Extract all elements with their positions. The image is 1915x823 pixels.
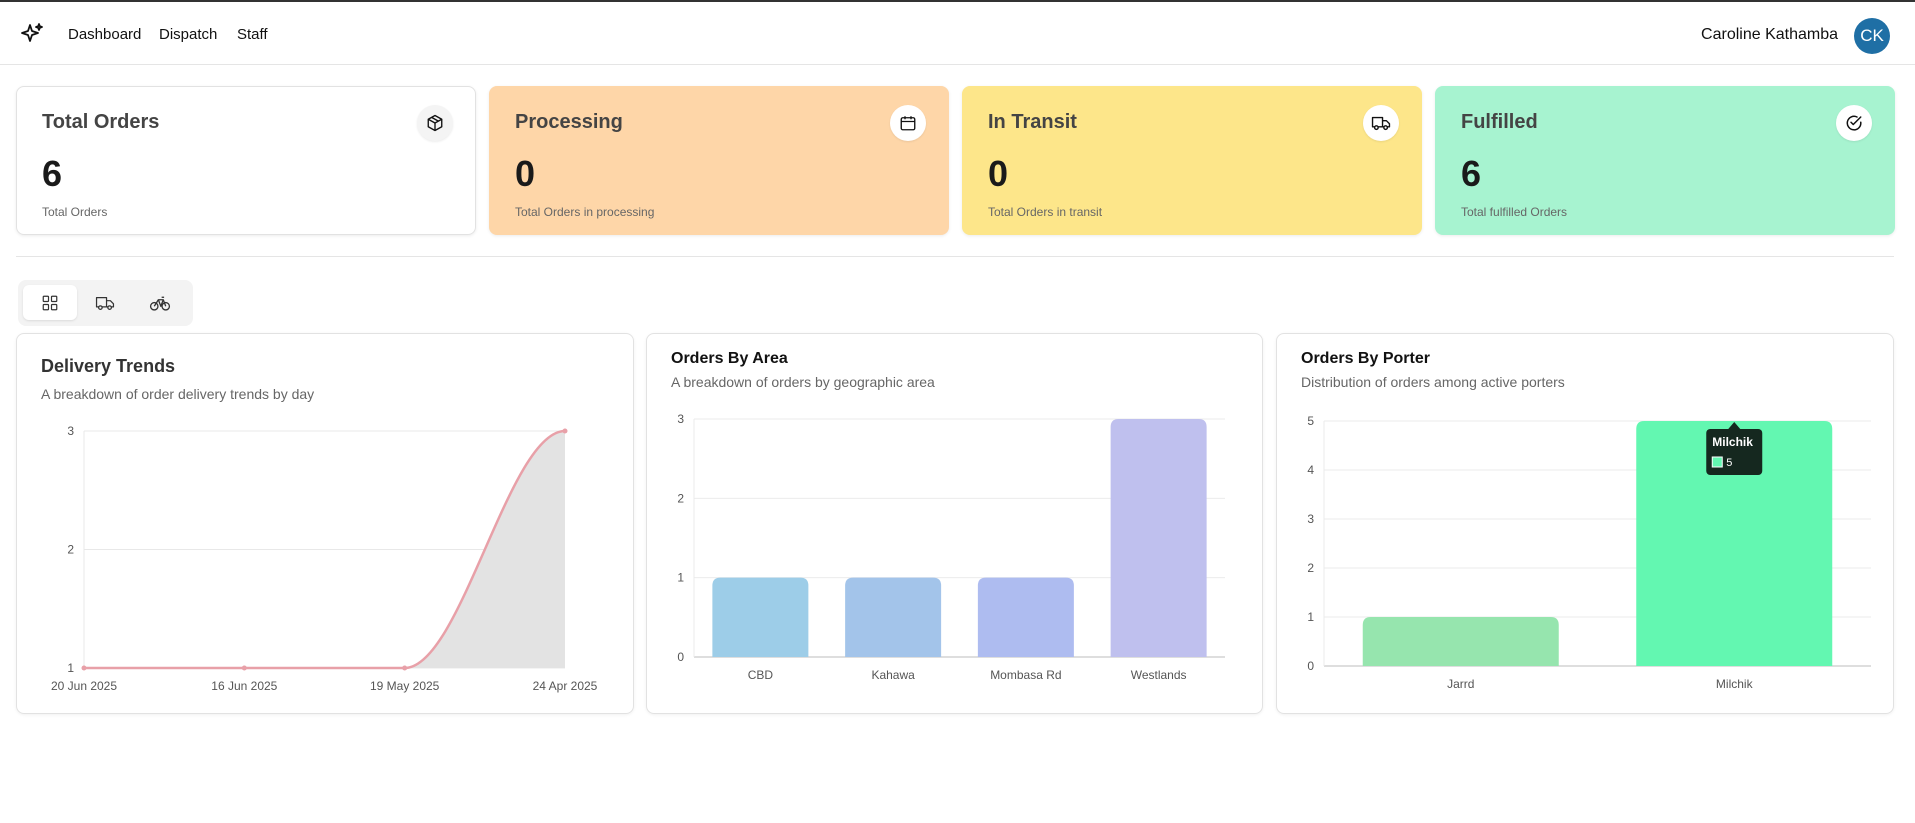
y-tick-label: 1 (677, 571, 684, 585)
x-tick-label: CBD (748, 668, 774, 682)
card-title: Total Orders (42, 111, 160, 133)
card-total-orders: Total Orders 6 Total Orders (16, 86, 476, 235)
card-subtitle: Total Orders (42, 205, 108, 219)
card-subtitle: Total Orders in processing (515, 205, 655, 219)
tooltip-arrow (1728, 422, 1741, 429)
y-tick-label: 3 (1307, 512, 1314, 526)
navbar: Dashboard Dispatch Staff Caroline Katham… (0, 2, 1915, 65)
delivery-trends-chart: 1 2 3 20 Jun 2025 16 Jun 2025 19 May 2025 24 A… (51, 424, 598, 693)
x-tick-label: Milchik (1716, 677, 1754, 691)
card-subtitle: Total Orders in transit (988, 205, 1103, 219)
y-tick-label: 5 (1307, 414, 1314, 428)
y-tick-label: 3 (677, 412, 684, 426)
tooltip-value: 5 (1726, 457, 1732, 469)
bar (712, 577, 809, 657)
orders-by-porter-panel: Orders By Porter Distribution of orders … (1276, 333, 1894, 714)
view-tabs (18, 280, 193, 326)
y-tick-label: 1 (67, 661, 74, 675)
top-border (0, 0, 1915, 2)
card-title: Fulfilled (1461, 111, 1538, 133)
card-value: 6 (42, 153, 63, 194)
data-point (562, 428, 568, 434)
tooltip-swatch (1711, 456, 1723, 468)
y-tick-label: 2 (1307, 561, 1314, 575)
truck-icon (1363, 105, 1399, 141)
area-fill (84, 431, 565, 668)
sparkle-icon[interactable] (20, 22, 44, 46)
card-value: 0 (988, 153, 1009, 194)
x-tick-label: 24 Apr 2025 (533, 679, 598, 693)
tab-overview[interactable] (23, 285, 77, 320)
y-tick-label: 3 (67, 424, 74, 438)
grid-icon (42, 295, 58, 310)
tooltip-label: Milchik (1712, 435, 1753, 449)
card-title: Processing (515, 111, 623, 133)
y-tick-label: 1 (1307, 610, 1314, 624)
section-divider (16, 256, 1894, 257)
panel-subtitle: Distribution of orders among active port… (1301, 374, 1565, 390)
y-tick-label: 2 (67, 543, 74, 557)
delivery-trends-panel: Delivery Trends A breakdown of order del… (16, 333, 634, 714)
user-name[interactable]: Caroline Kathamba (1701, 26, 1838, 43)
card-fulfilled: Fulfilled 6 Total fulfilled Orders (1435, 86, 1895, 235)
orders-by-area-panel: Orders By Area A breakdown of orders by … (646, 333, 1263, 714)
x-tick-label: Kahawa (871, 668, 915, 682)
data-point (241, 665, 247, 671)
bar (1362, 617, 1559, 666)
avatar[interactable]: CK (1854, 18, 1890, 54)
x-tick-label: 19 May 2025 (370, 679, 440, 693)
bicycle-icon (149, 296, 171, 311)
truck-icon (95, 296, 115, 310)
card-title: In Transit (988, 111, 1077, 133)
y-tick-label: 2 (677, 491, 684, 505)
orders-by-area-chart: 0 1 2 3 CBD Kahawa Mombasa Rd Westlands (677, 412, 1225, 682)
x-tick-label: Jarrd (1447, 677, 1474, 691)
y-tick-label: 0 (677, 650, 684, 664)
y-tick-label: 4 (1307, 463, 1314, 477)
bar (1636, 421, 1833, 666)
panel-title: Orders By Area (671, 350, 788, 367)
card-value: 0 (515, 153, 536, 194)
panel-title: Delivery Trends (41, 356, 176, 376)
check-circle-icon (1836, 105, 1872, 141)
x-tick-label: 20 Jun 2025 (51, 679, 117, 693)
x-tick-label: 16 Jun 2025 (211, 679, 277, 693)
card-value: 6 (1461, 153, 1482, 194)
orders-by-porter-chart: 0 1 2 3 4 5 Jarrd Milchik Milchik 5 (1307, 414, 1871, 691)
calendar-icon (890, 105, 926, 141)
nav-dashboard[interactable]: Dashboard (68, 26, 142, 43)
data-point (81, 665, 87, 671)
panel-title: Orders By Porter (1301, 350, 1430, 367)
package-icon (417, 105, 453, 141)
bar (977, 577, 1074, 657)
tab-porters[interactable] (133, 285, 187, 320)
card-in-transit: In Transit 0 Total Orders in transit (962, 86, 1422, 235)
x-tick-label: Westlands (1131, 668, 1187, 682)
nav-dispatch[interactable]: Dispatch (159, 26, 218, 43)
data-point (402, 665, 408, 671)
card-processing: Processing 0 Total Orders in processing (489, 86, 949, 235)
panel-subtitle: A breakdown of order delivery trends by … (41, 386, 315, 402)
nav-staff[interactable]: Staff (237, 26, 268, 43)
series-line (84, 429, 566, 670)
card-subtitle: Total fulfilled Orders (1461, 205, 1568, 219)
x-tick-label: Mombasa Rd (990, 668, 1061, 682)
y-tick-label: 0 (1307, 659, 1314, 673)
panel-subtitle: A breakdown of orders by geographic area (671, 374, 935, 390)
bar (845, 577, 942, 657)
tab-dispatch[interactable] (78, 285, 132, 320)
bar (1110, 419, 1207, 657)
